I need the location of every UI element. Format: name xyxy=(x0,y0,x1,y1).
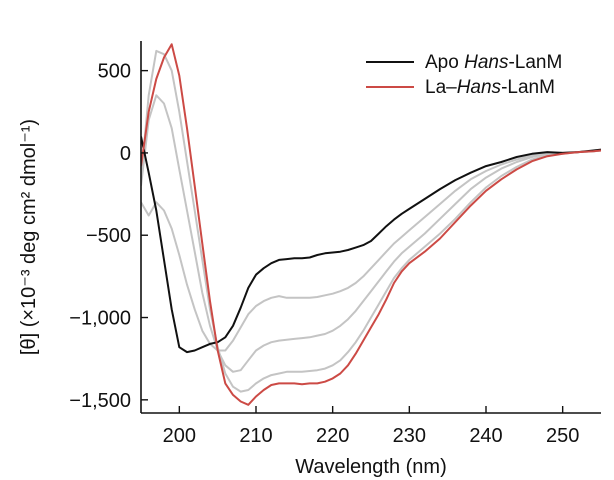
y-axis-ticks: 500 0 −500 −1,000 −1,500 xyxy=(69,61,148,412)
intermediate-series-line xyxy=(141,149,601,352)
y-axis-title: [θ] (×10⁻³ deg cm² dmol⁻¹) xyxy=(18,119,40,355)
series-line xyxy=(141,136,601,354)
series-line xyxy=(141,43,601,406)
legend-label: La–Hans-LanM xyxy=(425,77,555,98)
y-tick-label: 500 xyxy=(98,61,131,83)
intermediate-series-line xyxy=(141,94,601,373)
legend-label: Apo Hans-LanM xyxy=(425,52,562,73)
y-tick-label: 0 xyxy=(120,143,131,165)
y-tick-label: −1,000 xyxy=(69,308,131,330)
x-tick-label: 210 xyxy=(239,425,272,447)
intermediate-series-line xyxy=(141,49,601,393)
legend: Apo Hans-LanM La–Hans-LanM xyxy=(366,52,562,98)
x-tick-label: 230 xyxy=(393,425,426,447)
axes: 200 210 220 230 240 250 500 0 −500 −1,000 −1,500 xyxy=(69,41,601,447)
x-tick-label: 220 xyxy=(316,425,349,447)
x-tick-label: 200 xyxy=(163,425,196,447)
x-tick-label: 240 xyxy=(469,425,502,447)
x-axis-ticks: 200 210 220 230 240 250 xyxy=(163,406,579,447)
y-tick-label: −500 xyxy=(86,225,131,247)
y-tick-label: −1,500 xyxy=(69,390,131,412)
x-axis-title: Wavelength (nm) xyxy=(295,456,447,478)
x-tick-label: 250 xyxy=(546,425,579,447)
series-lines xyxy=(141,43,601,406)
